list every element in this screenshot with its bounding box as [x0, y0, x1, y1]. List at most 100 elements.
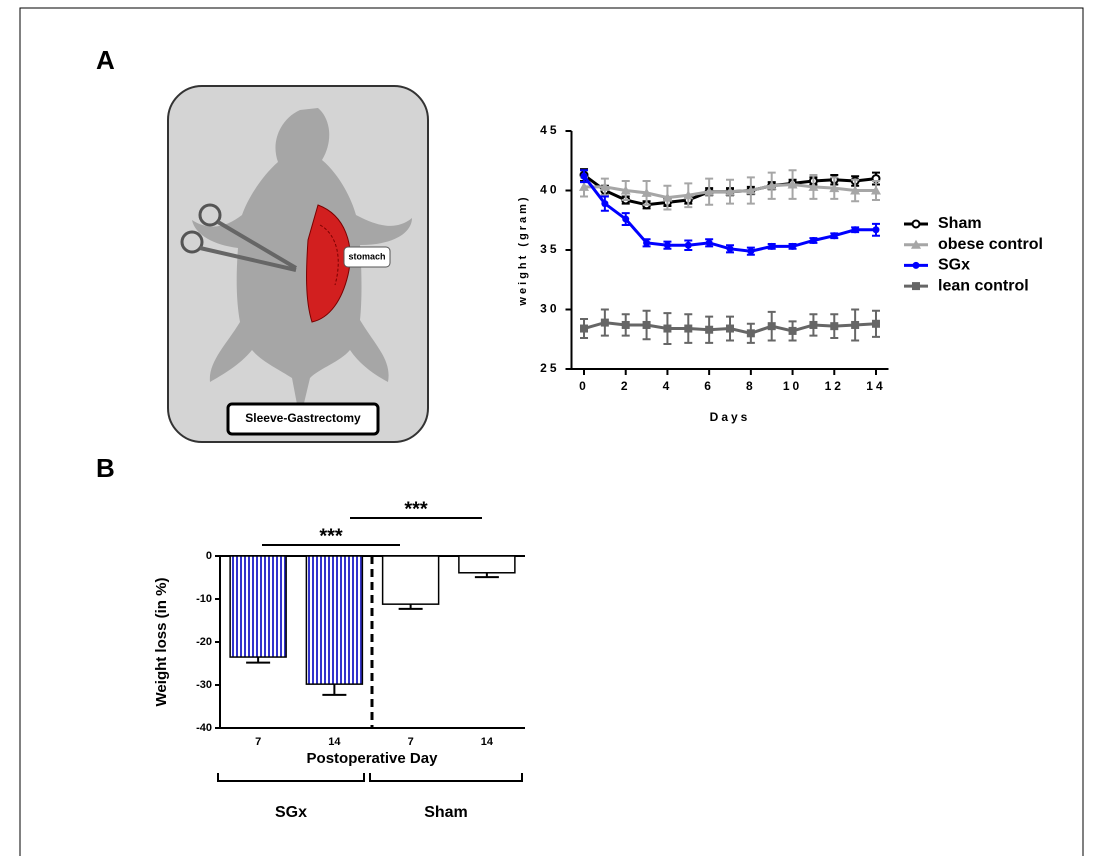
marker [580, 324, 589, 333]
x-tick-label: 7 [255, 736, 261, 748]
marker [871, 319, 880, 328]
marker [787, 179, 798, 189]
error-bar [474, 572, 499, 579]
marker [912, 261, 920, 269]
x-tick-label: 6 [704, 379, 714, 393]
panel-label: B [96, 453, 115, 483]
legend-label: Sham [938, 215, 982, 232]
x-tick-label: 0 [579, 379, 589, 393]
marker [851, 226, 859, 234]
x-tick-label: 12 [825, 379, 844, 393]
x-tick-label: 10 [783, 379, 802, 393]
illustration: stomach Sleeve-Gastrectomy [167, 85, 429, 443]
x-tick-label: 4 [663, 379, 673, 393]
error-bar [246, 657, 271, 664]
marker [788, 326, 797, 335]
y-tick-label: 35 [540, 242, 559, 256]
x-axis-label: Days [710, 410, 751, 424]
marker [808, 181, 819, 191]
panel-label: A [96, 45, 115, 75]
marker [872, 226, 880, 234]
x-tick-label: 8 [746, 379, 756, 393]
y-tick-label: -20 [196, 636, 212, 648]
marker [829, 183, 840, 193]
marker [622, 215, 630, 223]
marker [745, 185, 756, 195]
marker [912, 282, 920, 291]
bar [458, 555, 516, 574]
x-tick-label: 14 [866, 379, 885, 393]
figure-border [19, 7, 1084, 861]
y-tick-label: -30 [196, 679, 212, 691]
marker [620, 185, 631, 195]
bar [381, 555, 440, 605]
x-tick-label: 14 [481, 736, 494, 748]
error-bar [398, 604, 423, 610]
marker [684, 324, 693, 333]
marker [705, 239, 713, 247]
y-tick-label: 0 [206, 550, 212, 562]
group-label: Sham [424, 804, 468, 821]
group-bracket [217, 773, 365, 782]
marker [746, 329, 755, 338]
marker [579, 181, 590, 191]
marker [642, 320, 651, 329]
y-tick-label: 40 [540, 183, 559, 197]
marker [850, 185, 861, 195]
y-tick-label: 30 [540, 302, 559, 316]
marker [683, 190, 694, 200]
marker [747, 247, 755, 255]
marker [641, 187, 652, 197]
marker [851, 320, 860, 329]
marker [621, 320, 630, 329]
marker [830, 322, 839, 331]
marker [662, 192, 673, 202]
marker [789, 242, 797, 250]
marker [600, 318, 609, 327]
marker [766, 180, 777, 190]
organ-label: stomach [348, 251, 385, 261]
marker [725, 186, 735, 196]
y-axis-label: weight (gram) [517, 194, 529, 306]
x-tick-label: 14 [328, 736, 341, 748]
marker [663, 324, 672, 333]
bar [305, 555, 364, 685]
y-tick-label: 45 [540, 123, 559, 137]
marker [768, 242, 776, 250]
marker [663, 241, 671, 249]
significance-label: *** [319, 525, 343, 547]
y-tick-label: 25 [540, 361, 559, 375]
marker [580, 172, 588, 180]
marker [705, 325, 714, 334]
significance-label: *** [404, 498, 428, 520]
y-tick-label: -10 [196, 593, 212, 605]
marker [599, 181, 610, 191]
legend-label: lean control [938, 277, 1029, 294]
marker [704, 186, 715, 196]
x-tick-label: 7 [408, 736, 414, 748]
error-bar [322, 684, 347, 696]
legend-label: obese control [938, 236, 1043, 253]
marker [911, 219, 921, 229]
y-axis-label: Weight loss (in %) [153, 578, 170, 707]
marker [643, 239, 651, 247]
y-tick-label: -40 [196, 722, 212, 734]
marker [911, 239, 921, 249]
legend-label: SGx [938, 257, 970, 274]
marker [601, 200, 609, 208]
x-axis-label: Postoperative Day [307, 750, 439, 767]
x-tick-label: 2 [621, 379, 631, 393]
marker [684, 241, 692, 249]
marker [830, 232, 838, 240]
marker [809, 320, 818, 329]
marker [726, 245, 734, 253]
marker [767, 322, 776, 331]
caption: Sleeve-Gastrectomy [245, 411, 361, 425]
marker [726, 324, 734, 333]
group-bracket [369, 773, 523, 782]
group-label: SGx [275, 804, 307, 821]
marker [809, 236, 817, 244]
bar [229, 555, 287, 658]
marker [870, 185, 881, 195]
